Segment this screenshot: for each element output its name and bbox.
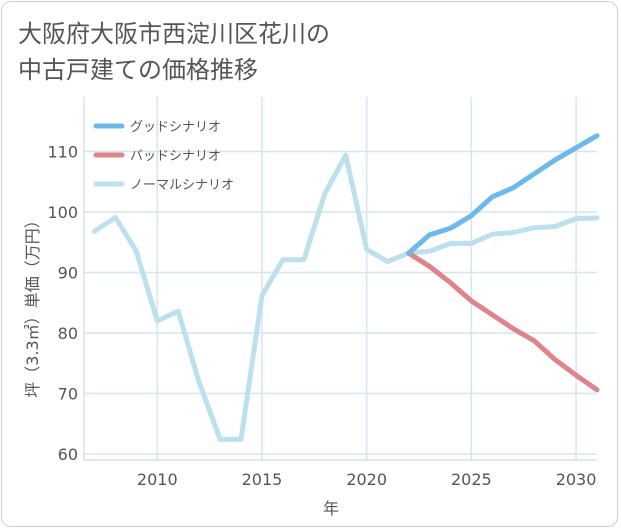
legend-label-1: バッドシナリオ <box>130 149 221 164</box>
plot-area-border <box>83 97 597 461</box>
legend-label-2: ノーマルシナリオ <box>130 178 234 193</box>
chart-title: 大阪府大阪市西淀川区花川の 中古戸建ての価格推移 <box>18 20 330 84</box>
grid-lines <box>84 97 597 460</box>
x-axis-ticks: 2010 2015 2020 2025 2030 <box>137 470 596 489</box>
y-axis-title: 坪（3.3㎡）単価（万円） <box>23 212 42 397</box>
x-tick-label-2015: 2015 <box>242 470 283 489</box>
x-tick-label-2025: 2025 <box>451 470 492 489</box>
series-line-2 <box>92 152 600 442</box>
y-tick-label-80: 80 <box>58 324 78 343</box>
series-line-0 <box>406 133 600 256</box>
y-tick-label-100: 100 <box>47 203 78 222</box>
x-axis-title: 年 <box>323 499 339 518</box>
y-tick-label-90: 90 <box>58 263 78 282</box>
series-line-1 <box>406 250 600 393</box>
y-tick-label-60: 60 <box>58 445 78 464</box>
series-layer <box>92 133 600 442</box>
x-tick-label-2030: 2030 <box>556 470 597 489</box>
y-axis-ticks: 60 70 80 90 100 110 <box>47 142 78 464</box>
y-tick-label-70: 70 <box>58 384 78 403</box>
x-tick-label-2010: 2010 <box>137 470 178 489</box>
y-tick-label-110: 110 <box>47 142 78 161</box>
x-tick-label-2020: 2020 <box>346 470 387 489</box>
legend-label-0: グッドシナリオ <box>130 120 221 135</box>
